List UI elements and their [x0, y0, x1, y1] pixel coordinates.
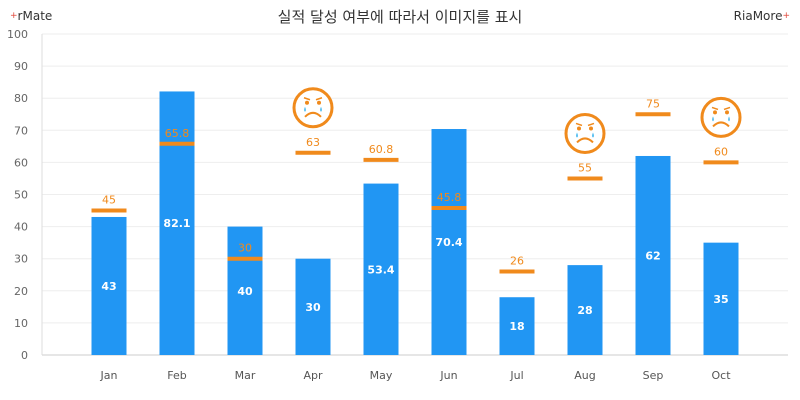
sad-face-tear [592, 132, 594, 138]
y-tick-label: 0 [21, 349, 28, 362]
brand-logo-left: +rMate [10, 9, 52, 23]
sad-face-outline [700, 96, 742, 138]
y-tick-label: 80 [14, 92, 28, 105]
target-value-label: 65.8 [165, 127, 190, 140]
target-value-label: 60.8 [369, 143, 394, 156]
bar-value-label: 70.4 [435, 236, 462, 249]
target-value-label: 26 [510, 255, 524, 268]
target-value-label: 45.8 [437, 191, 462, 204]
sad-face-eye [577, 126, 581, 131]
bar-oct [703, 242, 739, 355]
bar-feb [159, 91, 195, 356]
bar-jun [431, 129, 467, 355]
sad-face-brow [711, 106, 719, 111]
sad-face-tear [576, 132, 578, 138]
sad-face-eye [725, 110, 729, 115]
plus-mark-icon: + [782, 11, 790, 21]
missed-target-icons [292, 87, 742, 154]
brand-left-label: rMate [17, 9, 53, 23]
sad-face-eye [305, 100, 309, 105]
sad-face-brow [575, 122, 583, 127]
target-value-label: 45 [102, 194, 116, 207]
bar-value-label: 53.4 [367, 263, 394, 276]
bar-value-label: 62 [645, 249, 660, 262]
sad-face-mouth [712, 121, 730, 128]
sad-face-tear [320, 106, 322, 112]
x-tick-label: Jul [509, 369, 523, 382]
bar-jan [91, 216, 127, 355]
x-tick-label: Apr [303, 369, 323, 382]
x-tick-label: Sep [643, 369, 664, 382]
sad-face-mouth [576, 137, 594, 144]
x-tick-label: Jan [100, 369, 118, 382]
x-axis: Jan Feb Mar Apr May Jun Jul Aug Sep Oct [100, 369, 732, 382]
sad-face-eye [713, 110, 717, 115]
y-tick-label: 10 [14, 317, 28, 330]
target-value-label: 55 [578, 161, 592, 174]
bar-may [363, 183, 399, 355]
sad-face-tear [728, 116, 730, 122]
sad-face-outline [292, 87, 334, 129]
bar-value-label: 43 [101, 280, 116, 293]
sad-face-brow [587, 122, 595, 127]
brand-right-label: RiaMore [733, 9, 783, 23]
x-tick-label: Jun [439, 369, 457, 382]
bar-value-label: 40 [237, 285, 253, 298]
sad-face-outline [564, 112, 606, 154]
plus-mark-icon: + [10, 11, 18, 21]
bar-mar [227, 226, 263, 355]
x-tick-label: Mar [235, 369, 256, 382]
bar-value-label: 35 [713, 293, 728, 306]
target-value-label: 60 [714, 145, 728, 158]
y-tick-label: 50 [14, 189, 28, 202]
grid-lines [42, 33, 788, 356]
target-value-label: 63 [306, 136, 320, 149]
sad-face-tear [712, 116, 714, 122]
bar-sep [635, 155, 671, 355]
bar-jul [499, 297, 535, 355]
brand-logo-right: RiaMore+ [734, 9, 790, 23]
sad-face-icon [700, 96, 742, 138]
sad-face-brow [303, 97, 311, 101]
x-tick-label: Aug [574, 369, 595, 382]
sad-face-icon [292, 87, 334, 129]
bar-value-label: 30 [305, 301, 321, 314]
bar-value-label: 82.1 [163, 217, 190, 230]
x-tick-label: Oct [711, 369, 731, 382]
bar-apr [295, 258, 331, 355]
sad-face-tear [304, 106, 306, 112]
y-tick-label: 90 [14, 60, 28, 73]
sad-face-brow [723, 106, 731, 111]
target-value-label: 75 [646, 97, 660, 110]
bar-series: 43 82.1 40 30 53.4 70.4 18 28 62 35 [91, 91, 739, 356]
y-tick-label: 20 [14, 285, 28, 298]
y-tick-label: 30 [14, 253, 28, 266]
target-series: 45 65.8 30 63 60.8 45.8 26 55 75 60 [91, 97, 739, 274]
y-tick-label: 100 [7, 28, 28, 41]
sad-face-icon [564, 112, 606, 154]
sad-face-brow [315, 97, 323, 101]
bar-value-label: 28 [577, 304, 592, 317]
y-tick-label: 60 [14, 156, 28, 169]
bar-aug [567, 265, 603, 355]
y-axis: 0 10 20 30 40 50 60 70 80 90 100 [7, 28, 43, 362]
bar-value-label: 18 [509, 320, 524, 333]
chart-title: 실적 달성 여부에 따라서 이미지를 표시 [277, 8, 523, 26]
y-tick-label: 70 [14, 124, 28, 137]
sad-face-mouth [304, 111, 322, 118]
sad-face-eye [589, 126, 593, 131]
sad-face-eye [317, 100, 321, 105]
x-tick-label: May [370, 369, 393, 382]
target-value-label: 30 [238, 242, 252, 255]
x-tick-label: Feb [167, 369, 186, 382]
y-tick-label: 40 [14, 221, 28, 234]
